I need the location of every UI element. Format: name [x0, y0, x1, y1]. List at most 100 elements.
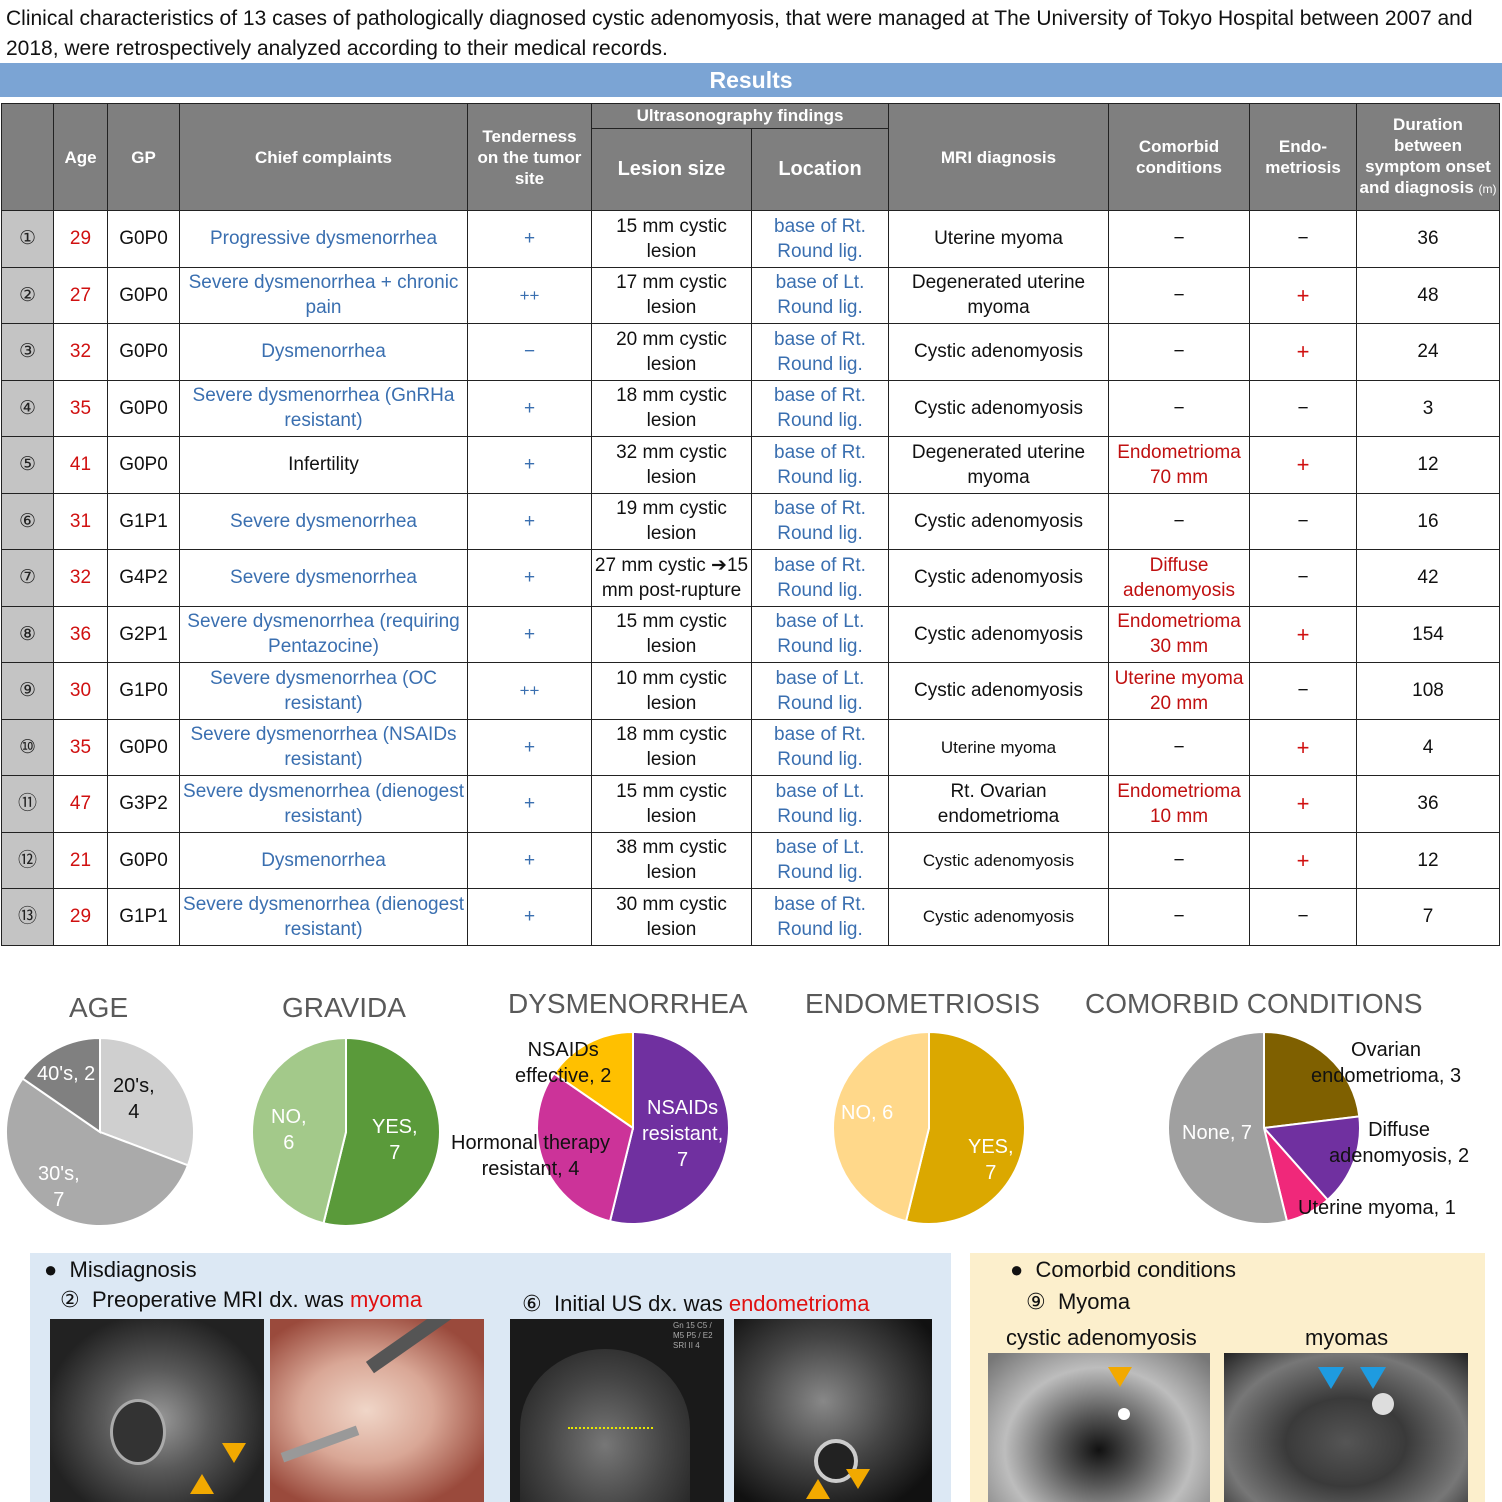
cell-duration: 12	[1356, 436, 1500, 494]
header-age: Age	[53, 103, 108, 211]
cell-endometriosis: +	[1249, 436, 1357, 494]
dys-hor-1: Hormonal therapy	[451, 1132, 610, 1154]
gravida-label-no: NO, 6	[271, 1104, 307, 1156]
cell-comorbid: Endometrioma 10 mm	[1108, 775, 1250, 833]
cell-lesion-size: 30 mm cystic lesion	[591, 888, 752, 946]
comorbid-line-1: Endometrioma	[1117, 611, 1241, 633]
case6-number: ⑥	[522, 1291, 542, 1316]
results-title: Results	[0, 63, 1502, 97]
results-table: Age GP Chief complaints Tenderness on th…	[1, 103, 1500, 946]
location-line-1: base of Lt.	[775, 837, 865, 859]
cell-chief-complaint: Severe dysmenorrhea (GnRHa resistant)	[179, 379, 468, 437]
com-dif-1: Diffuse	[1368, 1119, 1430, 1141]
pie-title-dysmenorrhea: DYSMENORRHEA	[508, 988, 748, 1019]
us-overlay-text: Gn 15 C5 / M5 P5 / E2 SRI II 4	[673, 1321, 713, 1350]
cell-lesion-size: 17 mm cystic lesion	[591, 266, 752, 324]
cell-lesion-size: 38 mm cystic lesion	[591, 831, 752, 889]
table-row: ⑬ 29 G1P1 Severe dysmenorrhea (dienogest re…	[1, 888, 1500, 946]
cell-duration: 48	[1356, 266, 1500, 324]
cell-tenderness: ++	[467, 662, 592, 720]
cell-duration: 154	[1356, 605, 1500, 663]
cell-lesion-size: 20 mm cystic lesion	[591, 323, 752, 381]
pie-title-endometriosis: ENDOMETRIOSIS	[805, 988, 1040, 1019]
cell-mri-diagnosis: Cystic adenomyosis	[888, 831, 1109, 889]
cell-tenderness: +	[467, 210, 592, 268]
pie-slice-age-30-s	[5, 1077, 190, 1227]
location-line-2: Round lig.	[777, 410, 863, 432]
dys-eff-1: NSAIDs	[527, 1039, 599, 1061]
case2-mri-image	[50, 1319, 264, 1502]
age-label-20s: 20's, 4	[113, 1073, 155, 1125]
pie-slice-endometriosis-yes	[904, 1030, 1026, 1225]
pie-title-gravida: GRAVIDA	[282, 992, 406, 1023]
cell-comorbid: Diffuse adenomyosis	[1108, 549, 1250, 607]
cell-mri-diagnosis: Degenerated uterine myoma	[888, 266, 1109, 324]
table-row: ③ 32 G0P0 Dysmenorrhea −20 mm cystic lesion b…	[1, 323, 1500, 381]
img-label-myomas: myomas	[1305, 1325, 1389, 1350]
pie-slice-endometriosis-no	[832, 1030, 930, 1223]
gravida-label-yes-value: 7	[389, 1142, 401, 1164]
cell-endometriosis: −	[1249, 662, 1357, 720]
cell-duration: 36	[1356, 775, 1500, 833]
cell-comorbid: −	[1108, 266, 1250, 324]
table-row: ⑧ 36 G2P1 Severe dysmenorrhea (requiring Pe…	[1, 605, 1500, 663]
cell-endometriosis: +	[1249, 831, 1357, 889]
case9-image-cystic-adenomyosis	[988, 1353, 1210, 1502]
header-tenderness: Tenderness on the tumor site	[467, 103, 592, 211]
cell-mri-diagnosis: Cystic adenomyosis	[888, 605, 1109, 663]
header-lesion-size: Lesion size	[591, 128, 752, 211]
cell-case-number: ⑫	[1, 831, 54, 889]
comorbid-line-2: 30 mm	[1149, 636, 1209, 658]
cell-gp: G0P0	[107, 436, 180, 494]
arrowhead-blue-icon-2	[1360, 1367, 1386, 1389]
pie-title-age: AGE	[69, 992, 129, 1023]
cell-lesion-size: 15 mm cystic lesion	[591, 605, 752, 663]
table-row: ⑤ 41 G0P0 Infertility +32 mm cystic lesion ba…	[1, 436, 1500, 494]
cell-endometriosis: +	[1249, 323, 1357, 381]
cell-case-number: ⑪	[1, 775, 54, 833]
cell-tenderness: +	[467, 436, 592, 494]
cell-gp: G1P1	[107, 888, 180, 946]
cell-endometriosis: +	[1249, 775, 1357, 833]
cell-mri-diagnosis: Cystic adenomyosis	[888, 323, 1109, 381]
cell-gp: G0P0	[107, 379, 180, 437]
case9-image-myomas	[1224, 1353, 1468, 1502]
cell-lesion-size: 15 mm cystic lesion	[591, 210, 752, 268]
age-label-40s: 40's, 2	[37, 1063, 96, 1085]
age-label-30s-text: 30's,	[38, 1163, 80, 1185]
cell-case-number: ③	[1, 323, 54, 381]
cell-duration: 3	[1356, 379, 1500, 437]
cell-comorbid: −	[1108, 379, 1250, 437]
case6-mri-image	[734, 1319, 932, 1502]
cell-comorbid: Uterine myoma 20 mm	[1108, 662, 1250, 720]
cell-location: base of Rt. Round lig.	[751, 549, 889, 607]
cell-case-number: ⑤	[1, 436, 54, 494]
comorbid-label-none: None, 7	[1182, 1122, 1253, 1144]
header-duration: Duration between symptom onset and diagn…	[1356, 103, 1500, 211]
header-comorbid: Comorbid conditions	[1108, 103, 1250, 211]
cell-tenderness: +	[467, 379, 592, 437]
header-endometriosis: Endo-metriosis	[1249, 103, 1357, 211]
case9-text: Myoma	[1057, 1289, 1131, 1314]
table-row: ⑩ 35 G0P0 Severe dysmenorrhea (NSAIDs resis…	[1, 718, 1500, 776]
location-line-1: base of Lt.	[775, 780, 865, 802]
img-label-cystic-adenomyosis: cystic adenomyosis	[1006, 1325, 1197, 1350]
cell-location: base of Rt. Round lig.	[751, 436, 889, 494]
location-line-2: Round lig.	[777, 692, 863, 714]
cell-comorbid: −	[1108, 718, 1250, 776]
header-mri: MRI diagnosis	[888, 103, 1109, 211]
location-line-2: Round lig.	[777, 297, 863, 319]
dys-res-3: 7	[677, 1149, 689, 1171]
cell-location: base of Lt. Round lig.	[751, 605, 889, 663]
com-ov-2: endometrioma, 3	[1311, 1065, 1462, 1087]
endo-yes-value: 7	[985, 1162, 997, 1184]
arrowhead-down-icon-3	[1108, 1367, 1132, 1387]
pie-slice-gravida-yes	[322, 1036, 441, 1227]
cell-tenderness: +	[467, 605, 592, 663]
cell-lesion-size: 15 mm cystic lesion	[591, 775, 752, 833]
case6-ultrasound-image: Gn 15 C5 / M5 P5 / E2 SRI II 4	[510, 1319, 724, 1502]
cell-endometriosis: −	[1249, 492, 1357, 550]
cell-chief-complaint: Severe dysmenorrhea (NSAIDs resistant)	[179, 718, 468, 776]
comorbid-line-1: Endometrioma	[1117, 780, 1241, 802]
cell-chief-complaint: Dysmenorrhea	[179, 831, 468, 889]
